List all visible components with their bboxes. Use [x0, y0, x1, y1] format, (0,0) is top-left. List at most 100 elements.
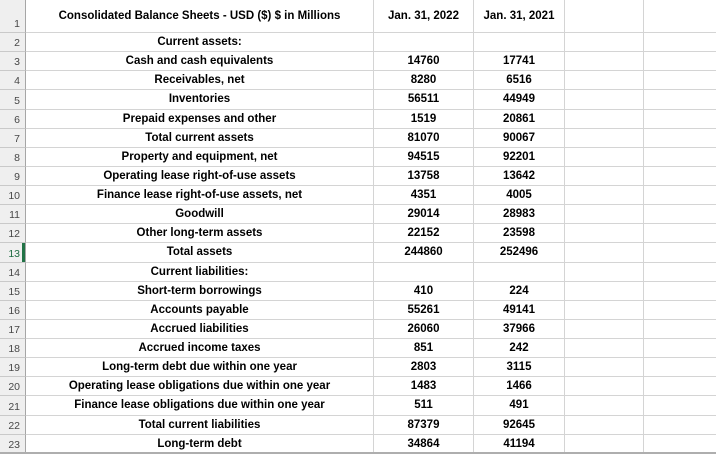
value-2021-cell[interactable]: 242: [474, 339, 565, 359]
value-2021-cell[interactable]: 92201: [474, 147, 565, 167]
value-2021-cell[interactable]: 491: [474, 396, 565, 416]
row-number[interactable]: 10: [0, 186, 26, 206]
line-item-label-cell[interactable]: Other long-term assets: [26, 224, 374, 244]
line-item-label-cell[interactable]: Accounts payable: [26, 300, 374, 320]
line-item-label-cell[interactable]: Total assets: [26, 243, 374, 263]
value-2022-cell[interactable]: 29014: [374, 205, 474, 225]
value-2021-cell[interactable]: [474, 262, 565, 282]
value-2022-cell[interactable]: 511: [374, 396, 474, 416]
value-2021-cell[interactable]: 37966: [474, 319, 565, 339]
value-2022-cell[interactable]: 87379: [374, 415, 474, 435]
row-number[interactable]: 11: [0, 205, 26, 225]
line-item-label-cell[interactable]: Receivables, net: [26, 71, 374, 91]
value-2022-cell[interactable]: 1519: [374, 109, 474, 129]
empty-cell[interactable]: [565, 396, 644, 416]
line-item-label-cell[interactable]: Finance lease obligations due within one…: [26, 396, 374, 416]
empty-cell[interactable]: [565, 300, 644, 320]
empty-cell[interactable]: [644, 71, 716, 91]
line-item-label-cell[interactable]: Current liabilities:: [26, 262, 374, 282]
empty-cell[interactable]: [644, 377, 716, 397]
row-number[interactable]: 7: [0, 128, 26, 148]
line-item-label-cell[interactable]: Operating lease obligations due within o…: [26, 377, 374, 397]
empty-cell[interactable]: [644, 416, 716, 435]
value-2022-cell[interactable]: 8280: [374, 71, 474, 91]
empty-cell[interactable]: [565, 224, 644, 244]
value-2021-cell[interactable]: 41194: [474, 434, 565, 454]
empty-cell[interactable]: [565, 147, 644, 167]
row-number[interactable]: 9: [0, 166, 26, 186]
value-2021-cell[interactable]: 92645: [474, 415, 565, 435]
row-number[interactable]: 12: [0, 224, 26, 244]
row-number[interactable]: 21: [0, 396, 26, 416]
empty-cell[interactable]: [644, 358, 716, 378]
empty-cell[interactable]: [644, 396, 716, 416]
row-number[interactable]: 17: [0, 319, 26, 339]
line-item-label-cell[interactable]: Cash and cash equivalents: [26, 52, 374, 72]
empty-cell[interactable]: [565, 281, 644, 301]
empty-cell[interactable]: [565, 71, 644, 91]
empty-cell[interactable]: [565, 339, 644, 359]
line-item-label-cell[interactable]: Total current liabilities: [26, 415, 374, 435]
row-number[interactable]: 19: [0, 358, 26, 378]
value-2021-cell[interactable]: 3115: [474, 358, 565, 378]
line-item-label-cell[interactable]: Total current assets: [26, 128, 374, 148]
empty-cell[interactable]: [565, 358, 644, 378]
empty-cell[interactable]: [644, 186, 716, 206]
empty-cell[interactable]: [565, 90, 644, 110]
empty-cell[interactable]: [644, 224, 716, 244]
value-2022-cell[interactable]: 244860: [374, 243, 474, 263]
value-2022-cell[interactable]: 1483: [374, 377, 474, 397]
row-number[interactable]: 15: [0, 281, 26, 301]
empty-cell[interactable]: [644, 263, 716, 282]
row-number[interactable]: 16: [0, 300, 26, 320]
sheet-title-cell[interactable]: Consolidated Balance Sheets - USD ($) $ …: [26, 0, 374, 33]
empty-cell[interactable]: [565, 109, 644, 129]
value-2021-cell[interactable]: 90067: [474, 128, 565, 148]
value-2021-cell[interactable]: 4005: [474, 186, 565, 206]
value-2021-cell[interactable]: 20861: [474, 109, 565, 129]
row-number[interactable]: 2: [0, 33, 26, 53]
value-2022-cell[interactable]: 55261: [374, 300, 474, 320]
line-item-label-cell[interactable]: Inventories: [26, 90, 374, 110]
row-number[interactable]: 5: [0, 90, 26, 110]
empty-cell[interactable]: [565, 52, 644, 72]
value-2022-cell[interactable]: 94515: [374, 147, 474, 167]
value-2021-cell[interactable]: 252496: [474, 243, 565, 263]
empty-cell[interactable]: [565, 243, 644, 263]
line-item-label-cell[interactable]: Short-term borrowings: [26, 281, 374, 301]
empty-cell[interactable]: [644, 205, 716, 225]
value-2021-cell[interactable]: 6516: [474, 71, 565, 91]
line-item-label-cell[interactable]: Accrued income taxes: [26, 339, 374, 359]
row-number[interactable]: 22: [0, 415, 26, 435]
empty-cell[interactable]: [565, 166, 644, 186]
line-item-label-cell[interactable]: Property and equipment, net: [26, 147, 374, 167]
line-item-label-cell[interactable]: Operating lease right-of-use assets: [26, 166, 374, 186]
empty-cell[interactable]: [644, 0, 716, 33]
empty-cell[interactable]: [644, 301, 716, 320]
row-number[interactable]: 14: [0, 262, 26, 282]
value-2022-cell[interactable]: 26060: [374, 319, 474, 339]
empty-cell[interactable]: [644, 320, 716, 339]
value-2022-cell[interactable]: 13758: [374, 166, 474, 186]
value-2022-cell[interactable]: 2803: [374, 358, 474, 378]
row-number[interactable]: 4: [0, 71, 26, 91]
empty-cell[interactable]: [644, 90, 716, 110]
value-2021-cell[interactable]: 28983: [474, 205, 565, 225]
empty-cell[interactable]: [565, 33, 644, 53]
empty-cell[interactable]: [565, 0, 644, 33]
row-number[interactable]: 23: [0, 434, 26, 454]
line-item-label-cell[interactable]: Long-term debt due within one year: [26, 358, 374, 378]
value-2021-cell[interactable]: 17741: [474, 52, 565, 72]
value-2021-cell[interactable]: 23598: [474, 224, 565, 244]
empty-cell[interactable]: [644, 129, 716, 148]
value-2022-cell[interactable]: [374, 262, 474, 282]
empty-cell[interactable]: [644, 148, 716, 167]
line-item-label-cell[interactable]: Prepaid expenses and other: [26, 109, 374, 129]
row-number[interactable]: 3: [0, 52, 26, 72]
row-number[interactable]: 18: [0, 339, 26, 359]
empty-cell[interactable]: [644, 167, 716, 186]
line-item-label-cell[interactable]: Long-term debt: [26, 434, 374, 454]
value-2021-cell[interactable]: 44949: [474, 90, 565, 110]
empty-cell[interactable]: [565, 262, 644, 282]
empty-cell[interactable]: [644, 435, 716, 454]
